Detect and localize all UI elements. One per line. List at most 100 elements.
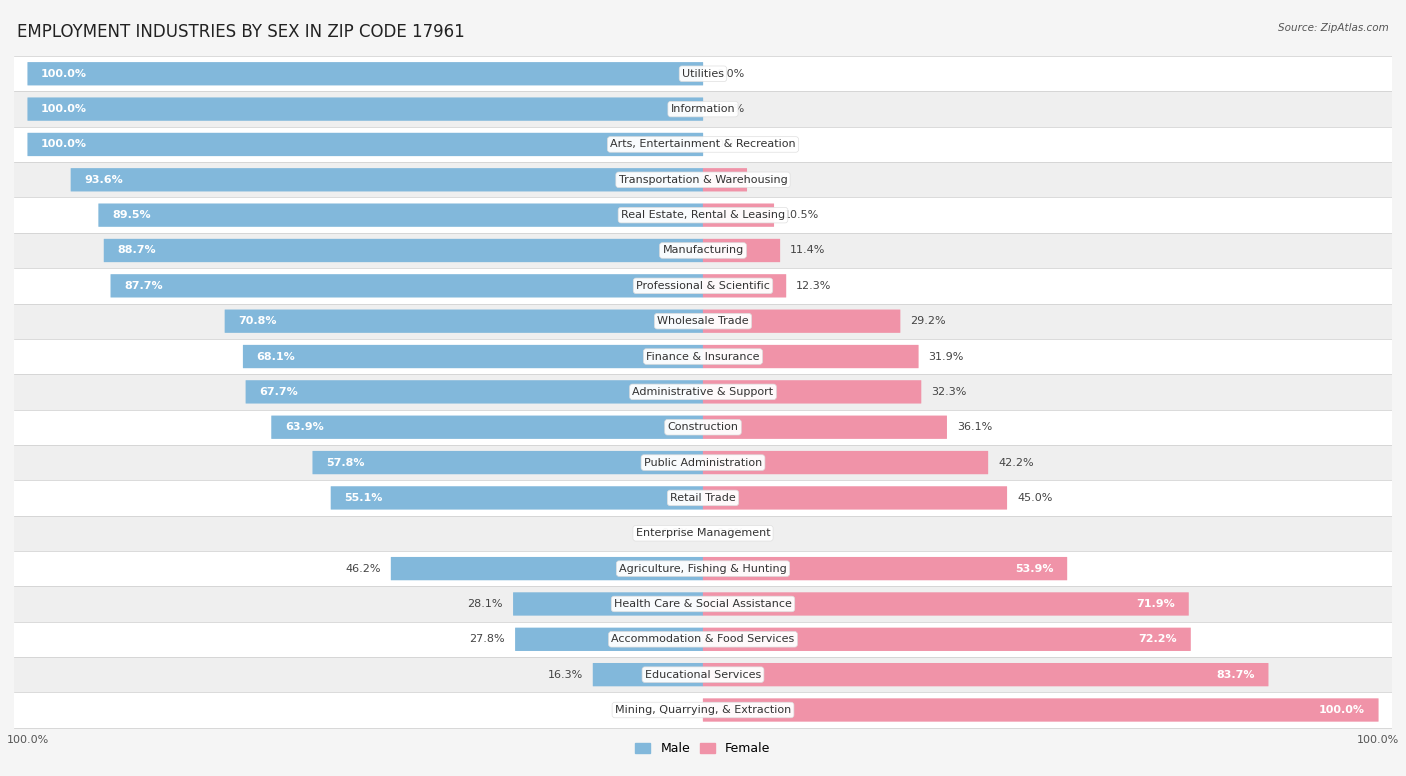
Bar — [14, 197, 1392, 233]
Text: 0.0%: 0.0% — [717, 69, 745, 78]
Text: Administrative & Support: Administrative & Support — [633, 387, 773, 397]
FancyBboxPatch shape — [703, 557, 1067, 580]
FancyBboxPatch shape — [28, 62, 703, 85]
FancyBboxPatch shape — [703, 592, 1188, 615]
FancyBboxPatch shape — [111, 274, 703, 297]
Text: Construction: Construction — [668, 422, 738, 432]
Bar — [14, 162, 1392, 197]
FancyBboxPatch shape — [703, 168, 747, 192]
FancyBboxPatch shape — [703, 310, 900, 333]
Text: 93.6%: 93.6% — [84, 175, 124, 185]
Bar — [14, 303, 1392, 339]
FancyBboxPatch shape — [593, 663, 703, 686]
Text: Mining, Quarrying, & Extraction: Mining, Quarrying, & Extraction — [614, 705, 792, 715]
Text: 100.0%: 100.0% — [1319, 705, 1365, 715]
Text: 100.0%: 100.0% — [41, 140, 87, 150]
Text: Enterprise Management: Enterprise Management — [636, 528, 770, 539]
Text: 63.9%: 63.9% — [285, 422, 323, 432]
Text: Real Estate, Rental & Leasing: Real Estate, Rental & Leasing — [621, 210, 785, 220]
FancyBboxPatch shape — [28, 98, 703, 121]
Bar — [14, 268, 1392, 303]
Text: Wholesale Trade: Wholesale Trade — [657, 316, 749, 326]
FancyBboxPatch shape — [391, 557, 703, 580]
Bar — [14, 622, 1392, 657]
FancyBboxPatch shape — [703, 345, 918, 368]
FancyBboxPatch shape — [703, 698, 1378, 722]
FancyBboxPatch shape — [515, 628, 703, 651]
Legend: Male, Female: Male, Female — [630, 737, 776, 760]
Text: Arts, Entertainment & Recreation: Arts, Entertainment & Recreation — [610, 140, 796, 150]
FancyBboxPatch shape — [330, 487, 703, 510]
Text: 67.7%: 67.7% — [259, 387, 298, 397]
Text: Public Administration: Public Administration — [644, 458, 762, 468]
Text: 88.7%: 88.7% — [117, 245, 156, 255]
Text: Educational Services: Educational Services — [645, 670, 761, 680]
Bar — [14, 692, 1392, 728]
Text: 0.0%: 0.0% — [717, 104, 745, 114]
FancyBboxPatch shape — [513, 592, 703, 615]
FancyBboxPatch shape — [703, 274, 786, 297]
Text: Manufacturing: Manufacturing — [662, 245, 744, 255]
Text: 0.0%: 0.0% — [661, 705, 689, 715]
Text: 53.9%: 53.9% — [1015, 563, 1053, 573]
Text: Transportation & Warehousing: Transportation & Warehousing — [619, 175, 787, 185]
Text: 0.0%: 0.0% — [717, 140, 745, 150]
FancyBboxPatch shape — [703, 416, 948, 439]
Text: EMPLOYMENT INDUSTRIES BY SEX IN ZIP CODE 17961: EMPLOYMENT INDUSTRIES BY SEX IN ZIP CODE… — [17, 23, 464, 41]
FancyBboxPatch shape — [703, 239, 780, 262]
FancyBboxPatch shape — [28, 133, 703, 156]
Text: 16.3%: 16.3% — [547, 670, 582, 680]
Text: 32.3%: 32.3% — [931, 387, 967, 397]
Bar — [14, 587, 1392, 622]
Bar — [14, 480, 1392, 515]
FancyBboxPatch shape — [703, 451, 988, 474]
Bar — [14, 410, 1392, 445]
Text: 0.0%: 0.0% — [661, 528, 689, 539]
Text: 0.0%: 0.0% — [717, 528, 745, 539]
FancyBboxPatch shape — [703, 380, 921, 404]
FancyBboxPatch shape — [243, 345, 703, 368]
Text: 70.8%: 70.8% — [238, 316, 277, 326]
Bar — [14, 551, 1392, 587]
Text: 71.9%: 71.9% — [1136, 599, 1175, 609]
Text: 42.2%: 42.2% — [998, 458, 1033, 468]
Text: 72.2%: 72.2% — [1139, 634, 1177, 644]
FancyBboxPatch shape — [225, 310, 703, 333]
Text: 45.0%: 45.0% — [1017, 493, 1053, 503]
Bar — [14, 515, 1392, 551]
FancyBboxPatch shape — [70, 168, 703, 192]
FancyBboxPatch shape — [312, 451, 703, 474]
Text: 27.8%: 27.8% — [470, 634, 505, 644]
Text: 57.8%: 57.8% — [326, 458, 364, 468]
Text: 28.1%: 28.1% — [468, 599, 503, 609]
FancyBboxPatch shape — [271, 416, 703, 439]
Bar — [14, 126, 1392, 162]
FancyBboxPatch shape — [104, 239, 703, 262]
Text: 87.7%: 87.7% — [124, 281, 163, 291]
Bar — [14, 657, 1392, 692]
Text: 100.0%: 100.0% — [41, 69, 87, 78]
FancyBboxPatch shape — [703, 487, 1007, 510]
Text: 68.1%: 68.1% — [256, 352, 295, 362]
Text: 100.0%: 100.0% — [41, 104, 87, 114]
Text: 11.4%: 11.4% — [790, 245, 825, 255]
Text: 31.9%: 31.9% — [928, 352, 965, 362]
Text: Health Care & Social Assistance: Health Care & Social Assistance — [614, 599, 792, 609]
Bar — [14, 445, 1392, 480]
Text: Information: Information — [671, 104, 735, 114]
Text: Source: ZipAtlas.com: Source: ZipAtlas.com — [1278, 23, 1389, 33]
Text: 46.2%: 46.2% — [346, 563, 381, 573]
Text: Accommodation & Food Services: Accommodation & Food Services — [612, 634, 794, 644]
Text: Retail Trade: Retail Trade — [671, 493, 735, 503]
Bar — [14, 92, 1392, 126]
Text: 36.1%: 36.1% — [957, 422, 993, 432]
Text: Utilities: Utilities — [682, 69, 724, 78]
Bar — [14, 233, 1392, 268]
FancyBboxPatch shape — [98, 203, 703, 227]
FancyBboxPatch shape — [703, 203, 775, 227]
Bar — [14, 339, 1392, 374]
Bar — [14, 56, 1392, 92]
FancyBboxPatch shape — [703, 663, 1268, 686]
Text: 10.5%: 10.5% — [785, 210, 820, 220]
FancyBboxPatch shape — [703, 628, 1191, 651]
